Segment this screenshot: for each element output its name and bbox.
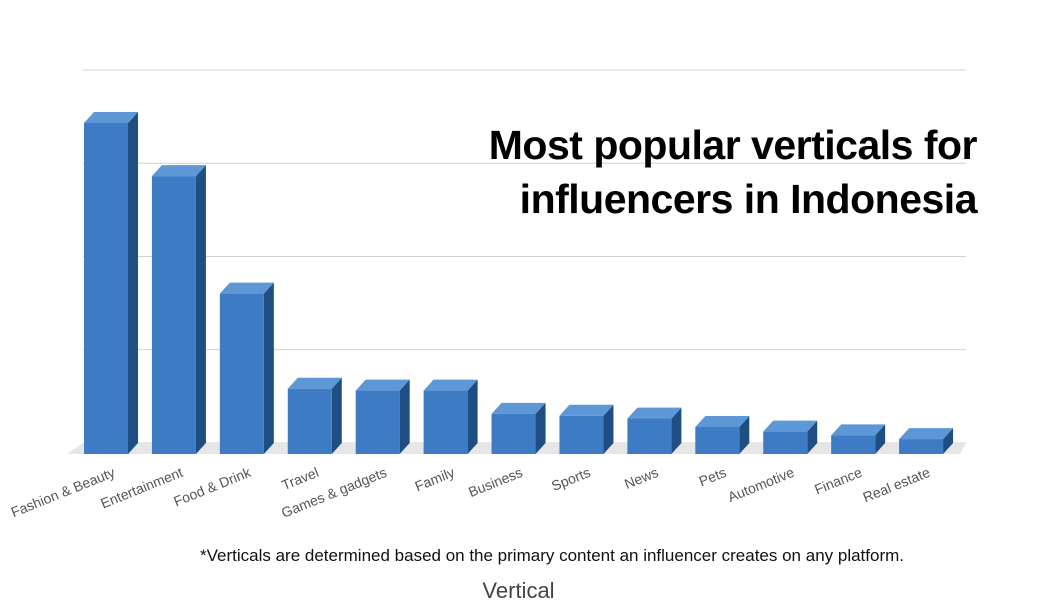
bar-front [559, 415, 604, 454]
bar-front [899, 439, 944, 454]
bar [695, 415, 750, 454]
bar-front [84, 122, 128, 455]
x-tick-label: Family [413, 464, 457, 494]
x-tick-label: Automotive [725, 464, 796, 505]
bar-side [535, 402, 546, 454]
bar-top [151, 165, 206, 177]
chart-title-line-1: Most popular verticals for [488, 122, 978, 168]
bar-side [943, 428, 954, 454]
x-tick-label: Food & Drink [171, 464, 254, 510]
chart-footnote: *Verticals are determined based on the p… [200, 546, 904, 565]
bar-side [128, 111, 138, 455]
bar [287, 377, 342, 454]
bar-top [559, 404, 614, 416]
bar [627, 407, 682, 454]
bar-front [423, 390, 468, 454]
x-tick-label: Business [466, 464, 525, 500]
bar [219, 282, 274, 454]
x-tick-label: Finance [812, 464, 864, 498]
bar-side [603, 404, 614, 454]
x-tick-label: Pets [696, 464, 728, 489]
bar-side [467, 379, 478, 454]
x-tick-label: Travel [279, 464, 321, 493]
bar-front [627, 418, 672, 454]
x-tick-label: News [622, 464, 660, 492]
x-tick-label: Real estate [861, 464, 933, 505]
x-tick-label: Fashion & Beauty [9, 464, 117, 520]
bar-front [287, 388, 332, 454]
bar-side [739, 415, 750, 454]
bar [899, 428, 954, 454]
bar-side [263, 282, 274, 454]
bar-top [423, 379, 478, 391]
x-axis-label: Vertical [482, 578, 555, 603]
chart-title-line-2: influencers in Indonesia [519, 176, 978, 222]
bar-top [84, 111, 138, 123]
bar-top [355, 379, 410, 391]
bar-front [151, 176, 196, 455]
bar [84, 111, 138, 455]
bar-top [899, 428, 954, 440]
bar-front [831, 435, 876, 454]
bar [831, 424, 886, 454]
bar [355, 379, 410, 454]
bar-side [875, 424, 886, 454]
bar-top [287, 377, 342, 389]
bar [559, 404, 614, 454]
bar-top [695, 415, 750, 427]
bar-top [491, 402, 546, 414]
bar-top [627, 407, 682, 419]
chart-title: Most popular verticals for influencers i… [488, 118, 978, 226]
bar [423, 379, 478, 454]
bar [151, 165, 206, 455]
bar-top [219, 282, 274, 294]
bar [491, 402, 546, 454]
bar-front [491, 413, 536, 454]
bar-top [831, 424, 886, 436]
bar-side [195, 165, 206, 455]
bar-side [807, 420, 818, 454]
bar-front [695, 426, 740, 454]
bar-side [399, 379, 410, 454]
bar-side [671, 407, 682, 454]
bar-front [355, 390, 400, 454]
x-tick-label: Sports [549, 464, 593, 494]
bar-front [763, 431, 808, 454]
bar-side [331, 377, 342, 454]
bar-top [763, 420, 818, 432]
bar-front [219, 293, 264, 454]
bar [763, 420, 818, 454]
